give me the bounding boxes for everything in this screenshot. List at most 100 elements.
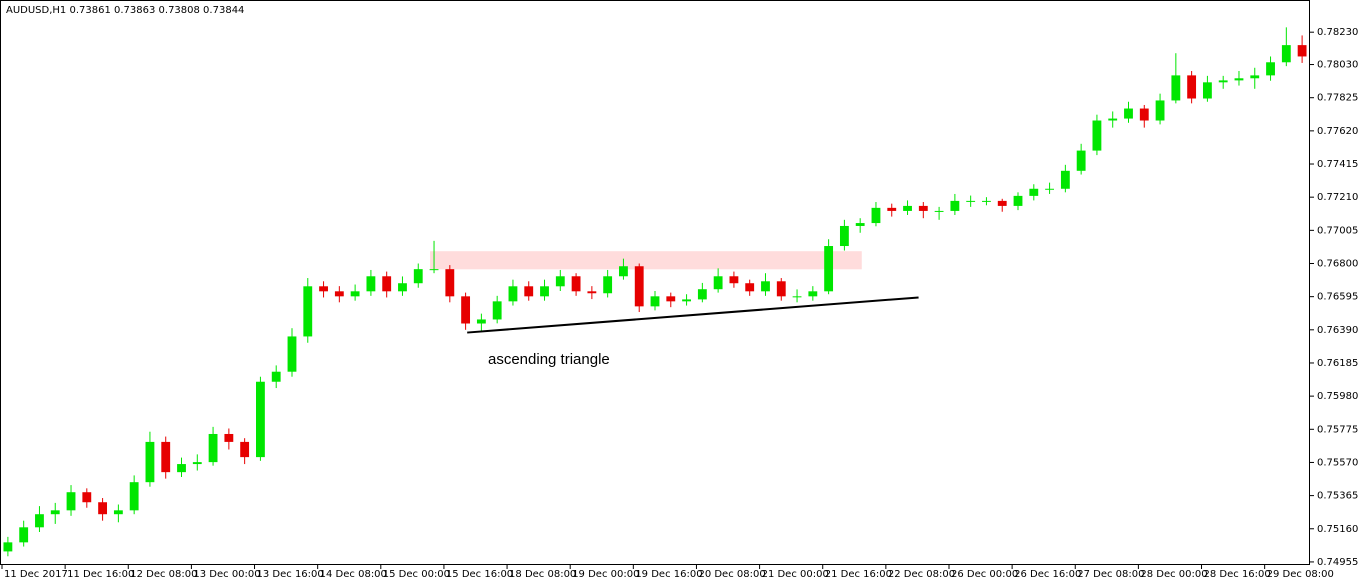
candle-body bbox=[508, 286, 518, 302]
candle-body bbox=[650, 296, 660, 307]
y-tick-label: 0.75160 bbox=[1317, 524, 1358, 535]
candle-body bbox=[713, 276, 723, 290]
candle-body bbox=[492, 301, 502, 320]
candle-body bbox=[1013, 195, 1023, 206]
candle-body bbox=[161, 441, 171, 473]
x-tick-label: 21 Dec 00:00 bbox=[762, 569, 829, 580]
y-tick-label: 0.77005 bbox=[1317, 225, 1358, 236]
y-tick-label: 0.77415 bbox=[1317, 159, 1358, 170]
candle-body bbox=[603, 276, 613, 294]
x-tick-label: 11 Dec 16:00 bbox=[67, 569, 134, 580]
candle-body bbox=[634, 266, 644, 307]
candle-body bbox=[918, 205, 928, 211]
candle-body bbox=[871, 207, 881, 224]
candle-body bbox=[903, 205, 912, 211]
y-tick-label: 0.74955 bbox=[1317, 557, 1358, 568]
candle-body bbox=[224, 433, 234, 442]
x-tick-label: 19 Dec 00:00 bbox=[572, 569, 639, 580]
candle-body bbox=[839, 225, 849, 247]
candle-body bbox=[729, 276, 739, 284]
y-tick-label: 0.75570 bbox=[1317, 457, 1358, 468]
candle-body bbox=[824, 246, 834, 292]
candle-body bbox=[319, 286, 328, 292]
candle-body bbox=[1029, 188, 1039, 196]
x-tick-label: 29 Dec 08:00 bbox=[1267, 569, 1334, 580]
candle-body bbox=[35, 514, 44, 528]
candle-body bbox=[776, 281, 786, 297]
candle-body bbox=[792, 296, 802, 298]
candle-body bbox=[476, 319, 486, 324]
x-tick-label: 11 Dec 2017 bbox=[4, 569, 68, 580]
candle-body bbox=[540, 286, 549, 297]
x-tick-label: 26 Dec 16:00 bbox=[1014, 569, 1081, 580]
candle-body bbox=[1171, 75, 1181, 101]
candle-body bbox=[1108, 118, 1118, 121]
y-tick-label: 0.77210 bbox=[1317, 192, 1358, 203]
candle-body bbox=[256, 381, 265, 458]
candle-body bbox=[208, 433, 218, 463]
x-tick-label: 15 Dec 16:00 bbox=[446, 569, 513, 580]
candle-body bbox=[398, 283, 407, 292]
candle-body bbox=[1155, 100, 1165, 121]
candle-body bbox=[587, 291, 597, 294]
x-tick-label: 27 Dec 08:00 bbox=[1077, 569, 1144, 580]
candle-body bbox=[745, 283, 755, 292]
candle-body bbox=[887, 207, 897, 211]
candle-body bbox=[66, 492, 76, 511]
candle-body bbox=[82, 492, 92, 503]
x-tick-label: 22 Dec 08:00 bbox=[888, 569, 955, 580]
y-tick-label: 0.77825 bbox=[1317, 93, 1358, 104]
candle-body bbox=[524, 286, 534, 297]
candle-body bbox=[997, 200, 1007, 206]
candle-body bbox=[177, 464, 186, 473]
candle-body bbox=[429, 269, 439, 271]
trend-line bbox=[467, 296, 919, 334]
candle-body bbox=[966, 200, 976, 202]
candle-body bbox=[950, 200, 960, 211]
candle-body bbox=[1139, 108, 1149, 121]
candle-body bbox=[445, 269, 455, 297]
candle-body bbox=[1250, 75, 1260, 79]
candle-body bbox=[1124, 108, 1133, 119]
candle-body bbox=[366, 276, 376, 292]
resistance-zone bbox=[430, 251, 862, 270]
candle-body bbox=[555, 276, 565, 287]
candle-body bbox=[113, 510, 123, 515]
candle-body bbox=[1060, 170, 1070, 189]
candle-body bbox=[382, 276, 392, 292]
candle-body bbox=[1076, 150, 1086, 171]
candle-body bbox=[413, 269, 423, 284]
candle-body bbox=[287, 336, 297, 372]
candle-body bbox=[1187, 75, 1197, 99]
annotation: ascending triangle bbox=[488, 351, 610, 368]
candle-body bbox=[666, 296, 676, 302]
candle-body bbox=[1266, 62, 1275, 76]
candle-body bbox=[1045, 188, 1054, 190]
candle-body bbox=[697, 289, 707, 300]
x-tick-label: 26 Dec 00:00 bbox=[951, 569, 1018, 580]
x-tick-label: 13 Dec 00:00 bbox=[193, 569, 260, 580]
x-tick-label: 12 Dec 08:00 bbox=[130, 569, 197, 580]
candle-body bbox=[1297, 45, 1307, 57]
y-tick-label: 0.76185 bbox=[1317, 358, 1358, 369]
y-tick-label: 0.78030 bbox=[1317, 60, 1358, 71]
y-tick-label: 0.76390 bbox=[1317, 325, 1358, 336]
candle-body bbox=[1218, 80, 1228, 83]
candle-body bbox=[619, 266, 628, 277]
candle-body bbox=[192, 462, 202, 465]
candle-body bbox=[98, 502, 108, 515]
y-tick-label: 0.75775 bbox=[1317, 424, 1358, 435]
y-tick-label: 0.75980 bbox=[1317, 391, 1358, 402]
candle-body bbox=[761, 281, 770, 292]
x-tick-label: 21 Dec 16:00 bbox=[825, 569, 892, 580]
candle-body bbox=[3, 542, 13, 552]
y-tick-label: 0.76595 bbox=[1317, 292, 1358, 303]
candle-body bbox=[1234, 78, 1244, 81]
candle-body bbox=[145, 441, 155, 483]
candle-body bbox=[461, 296, 471, 324]
candle-body bbox=[129, 482, 139, 511]
x-tick-label: 15 Dec 00:00 bbox=[383, 569, 450, 580]
candle-body bbox=[240, 441, 250, 458]
candle-body bbox=[19, 527, 29, 543]
